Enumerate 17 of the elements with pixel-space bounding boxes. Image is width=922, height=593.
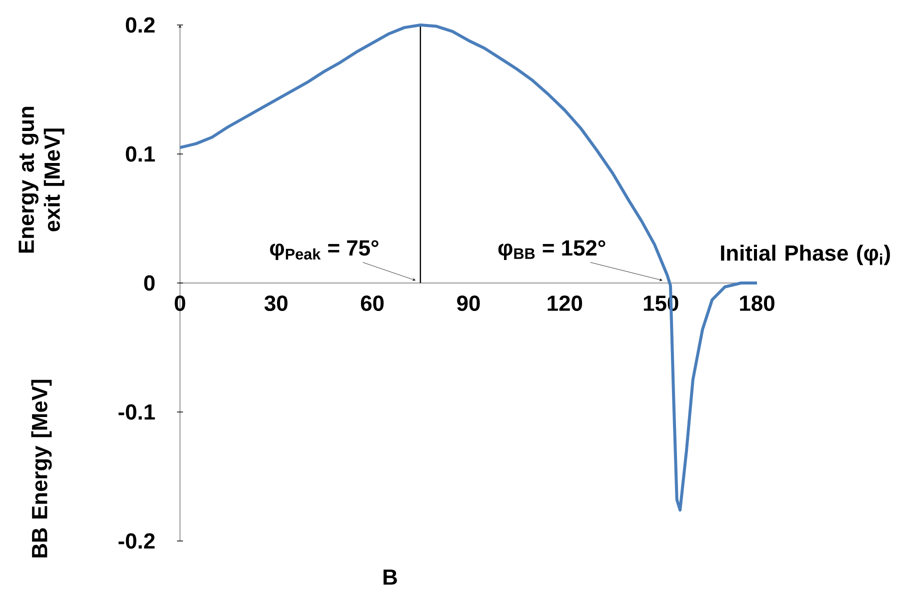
x-tick-label: 30 xyxy=(264,295,288,312)
x-tick-label: 120 xyxy=(548,295,582,312)
annotation: φ$_{BB}$ = 152° xyxy=(498,240,606,260)
x-tick-label: 60 xyxy=(360,295,384,312)
annotation: φ$_{Peak}$ = 75° xyxy=(270,240,378,260)
x-tick-label: 180 xyxy=(740,295,774,312)
y-tick-label: -0.1 xyxy=(118,404,155,420)
text: BB Energy [MeV] xyxy=(31,380,52,558)
y-tick-label: 0 xyxy=(144,275,155,291)
y-tick-label: 0.1 xyxy=(126,146,155,162)
x-tick-label: 0 xyxy=(174,295,186,312)
x-tick-label: 90 xyxy=(457,295,480,312)
text: B xyxy=(384,570,397,585)
y-tick-label: -0.2 xyxy=(118,533,155,549)
x-axis-title: Initial Phase (φ$_{i}$) xyxy=(721,244,890,266)
y-axis-title: Energy at gun exit [MeV] xyxy=(18,106,64,253)
y-tick-label: 0.2 xyxy=(126,17,155,33)
